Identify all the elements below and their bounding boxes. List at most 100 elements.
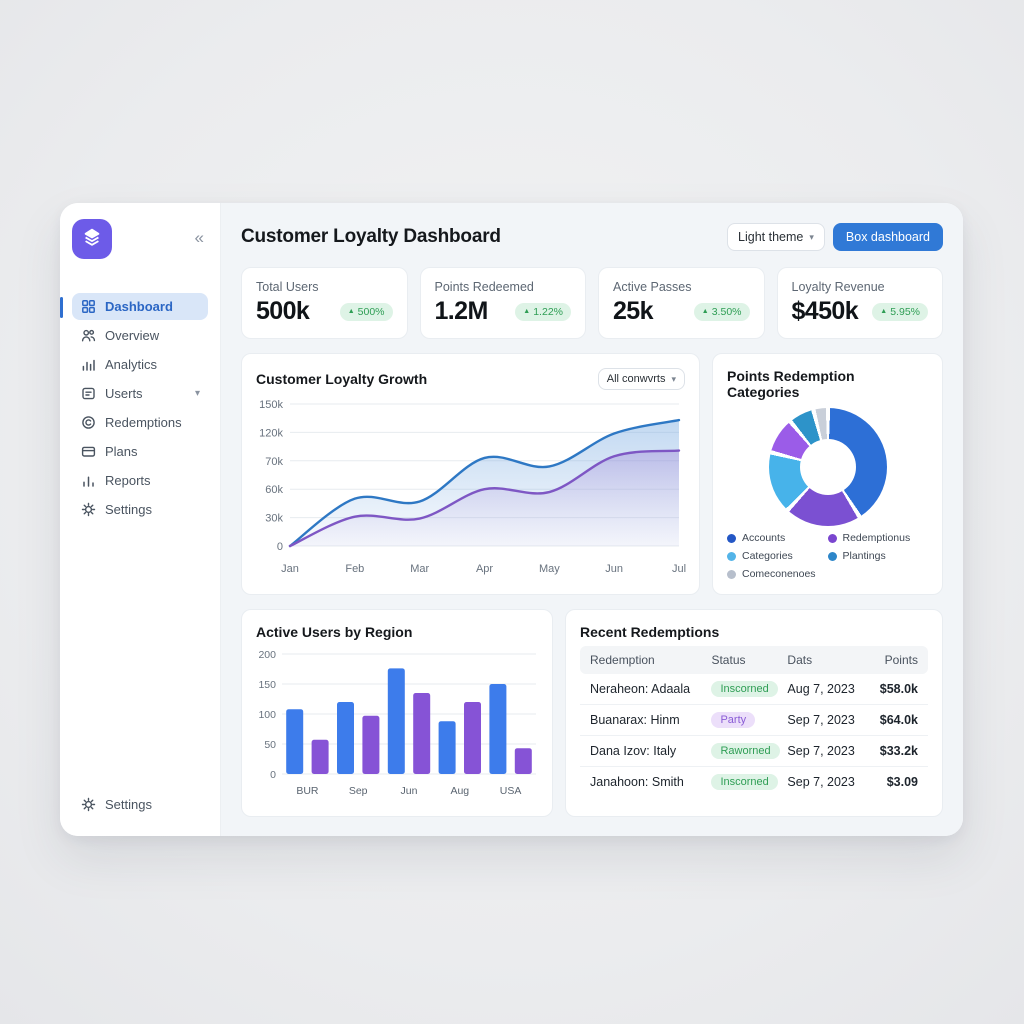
- theme-select[interactable]: Light theme ▾: [727, 223, 825, 251]
- table-row: Janahoon: Smith Inscorned Sep 7, 2023 $3…: [580, 767, 928, 797]
- svg-text:150: 150: [258, 679, 276, 691]
- legend-item: Plantings: [827, 550, 929, 562]
- box-dashboard-button[interactable]: Box dashboard: [832, 223, 943, 251]
- sidebar-item-dashboard[interactable]: Dashboard: [60, 293, 208, 320]
- legend-dot: [827, 533, 837, 543]
- layers-icon: [81, 226, 103, 253]
- redemption-points: $58.0k: [879, 682, 918, 696]
- svg-text:60k: 60k: [265, 484, 283, 496]
- redemption-categories-card: Points Redemption Categories Accounts Re…: [712, 353, 943, 595]
- svg-text:100: 100: [258, 709, 276, 721]
- loyalty-growth-chart: 0 30k 60k 70k 120k 150k Jan Feb Mar Apr May Jun Jul: [259, 399, 686, 575]
- trend-badge: ▲ 5.95%: [872, 302, 928, 321]
- sidebar-collapse-icon[interactable]: «: [194, 228, 204, 247]
- stat-card-loyalty-revenue: Loyalty Revenue $450k ▲ 5.95%: [776, 267, 943, 339]
- chevron-down-icon: ▾: [809, 231, 814, 242]
- chart-title: Customer Loyalty Growth: [256, 371, 428, 387]
- theme-select-value: Light theme: [738, 230, 804, 244]
- bottom-row: Active Users by Region 0 50 100 150 200 BUR Se…: [241, 609, 943, 817]
- svg-text:Aug: Aug: [450, 785, 469, 797]
- trend-up-icon: ▲: [701, 308, 709, 315]
- stat-card-points-redeemed: Points Redeemed 1.2M ▲ 1.22%: [419, 267, 586, 339]
- stat-label: Active Passes: [613, 280, 692, 294]
- app-logo[interactable]: [72, 219, 112, 259]
- sidebar-item-label: Settings: [105, 502, 152, 517]
- svg-text:Jun: Jun: [401, 785, 418, 797]
- redemption-date: Sep 7, 2023: [787, 775, 855, 789]
- stat-label: Total Users: [256, 280, 319, 294]
- loyalty-growth-card: Customer Loyalty Growth All conwvrts ▾ 0…: [241, 353, 700, 595]
- svg-text:Jul: Jul: [672, 563, 686, 575]
- sidebar: « Dashboard Ove: [60, 203, 221, 836]
- status-badge: Party: [711, 712, 756, 728]
- svg-text:0: 0: [270, 769, 276, 781]
- redemption-points: $64.0k: [879, 713, 918, 727]
- stat-label: Points Redeemed: [434, 280, 534, 294]
- sidebar-item-label: Overview: [105, 328, 160, 343]
- bar-chart-icon: [80, 357, 96, 372]
- status-badge: Inscorned: [711, 681, 778, 697]
- legend-dot: [727, 551, 736, 561]
- users-icon: [80, 328, 96, 343]
- legend-item: Redemptionus: [827, 532, 929, 544]
- stat-label: Loyalty Revenue: [791, 280, 885, 294]
- redemption-name: Buanarax: Hinm: [590, 713, 680, 727]
- stat-cards-row: Total Users 500k ▲ 500% Points Redeemed 1…: [241, 267, 943, 339]
- status-badge: Inscorned: [711, 774, 778, 790]
- sidebar-item-redemptions[interactable]: Redemptions: [72, 409, 208, 436]
- redemption-date: Sep 7, 2023: [787, 744, 855, 758]
- svg-text:Mar: Mar: [410, 563, 429, 575]
- legend-dot: [727, 569, 736, 579]
- trend-up-icon: ▲: [523, 308, 531, 315]
- table-row: Dana Izov: Italy Raworned Sep 7, 2023 $3…: [580, 736, 928, 767]
- redemptions-table: Redemption Status Dats Points Neraheon: …: [580, 646, 928, 797]
- copyright-icon: [80, 415, 96, 430]
- redemption-name: Neraheon: Adaala: [590, 682, 691, 696]
- svg-text:70k: 70k: [265, 456, 283, 468]
- legend-item: Accounts: [727, 532, 828, 544]
- table-header-row: Redemption Status Dats Points: [580, 646, 928, 674]
- sidebar-footer: Settings: [72, 791, 208, 818]
- redemption-name: Dana Izov: Italy: [590, 744, 677, 758]
- sidebar-item-label: Reports: [105, 473, 151, 488]
- svg-text:Jan: Jan: [281, 563, 299, 575]
- trend-badge: ▲ 1.22%: [515, 302, 571, 321]
- active-users-by-region-card: Active Users by Region 0 50 100 150 200 BUR Se…: [241, 609, 553, 817]
- svg-text:30k: 30k: [265, 513, 283, 525]
- svg-text:USA: USA: [500, 785, 522, 797]
- growth-filter-select[interactable]: All conwvrts ▾: [597, 368, 685, 390]
- sidebar-footer-settings[interactable]: Settings: [72, 791, 208, 818]
- sidebar-item-userts[interactable]: Userts ▾: [72, 380, 208, 407]
- trend-badge: ▲ 500%: [339, 302, 393, 321]
- sidebar-item-analytics[interactable]: Analytics: [72, 351, 208, 378]
- svg-text:May: May: [539, 563, 560, 575]
- sidebar-item-label: Analytics: [105, 357, 158, 372]
- main-content: Customer Loyalty Dashboard Light theme ▾…: [221, 203, 963, 836]
- table-title: Recent Redemptions: [580, 624, 720, 640]
- svg-text:120k: 120k: [259, 427, 283, 439]
- header-actions: Light theme ▾ Box dashboard: [727, 223, 943, 251]
- redemption-points: $33.2k: [879, 744, 918, 758]
- gear-icon: [80, 797, 96, 812]
- recent-redemptions-card: Recent Redemptions Redemption Status Dat…: [565, 609, 943, 817]
- stat-value: 1.2M: [434, 297, 489, 325]
- chevron-down-icon: ▾: [671, 373, 676, 384]
- app-window: « Dashboard Ove: [60, 203, 963, 836]
- sidebar-item-label: Dashboard: [105, 299, 173, 314]
- svg-text:200: 200: [258, 649, 276, 661]
- sidebar-item-plans[interactable]: Plans: [72, 438, 208, 465]
- sidebar-item-reports[interactable]: Reports: [72, 467, 208, 494]
- sidebar-item-settings[interactable]: Settings: [72, 496, 208, 523]
- redemption-points: $3.09: [886, 775, 918, 789]
- page-title: Customer Loyalty Dashboard: [241, 226, 501, 247]
- svg-text:50: 50: [264, 739, 276, 751]
- legend-item: Categories: [727, 550, 828, 562]
- gear-icon: [80, 502, 96, 517]
- sidebar-item-overview[interactable]: Overview: [72, 322, 208, 349]
- table-row: Neraheon: Adaala Inscorned Aug 7, 2023 $…: [580, 674, 928, 705]
- trend-badge: ▲ 3.50%: [693, 302, 750, 321]
- id-card-icon: [80, 386, 96, 401]
- svg-text:BUR: BUR: [296, 785, 319, 797]
- chevron-down-icon[interactable]: ▾: [194, 388, 200, 399]
- sidebar-item-label: Userts: [105, 386, 143, 401]
